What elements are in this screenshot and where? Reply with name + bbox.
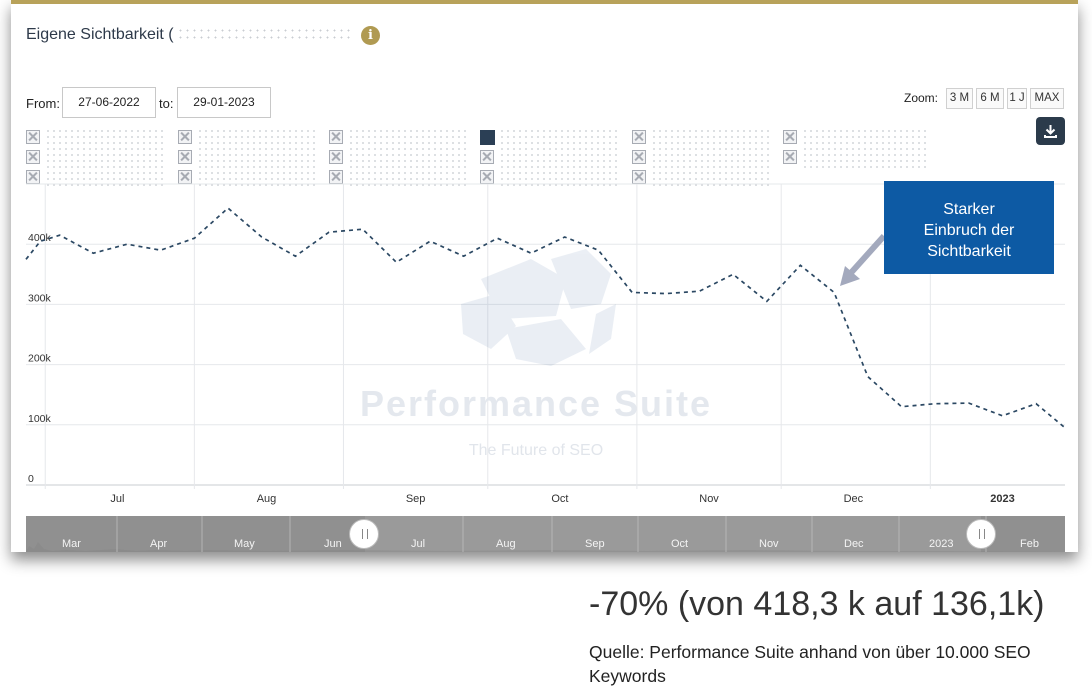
download-icon [1044, 125, 1057, 138]
callout-line-2: Einbruch der [923, 222, 1015, 239]
zoom-1j-button[interactable]: 1 J [1007, 88, 1027, 109]
callout-line-3: Sichtbarkeit [927, 243, 1011, 260]
redacted-legend-text [802, 128, 926, 168]
legend-toggle-icon[interactable] [178, 150, 192, 164]
legend-toggle-icon[interactable] [26, 130, 40, 144]
y-tick-label: 300k [28, 292, 52, 304]
navigator-label: Oct [671, 538, 689, 550]
watermark-title: Performance Suite [360, 383, 712, 424]
redacted-legend-text [651, 128, 771, 186]
x-tick-label: Nov [699, 493, 719, 505]
redacted-legend-text [499, 128, 619, 186]
annotation-callout: Starker Einbruch der Sichtbarkeit [884, 181, 1054, 274]
watermark-subtitle: The Future of SEO [469, 442, 603, 459]
navigator-label: Aug [496, 538, 516, 550]
source-note: Quelle: Performance Suite anhand von übe… [589, 642, 1031, 686]
range-navigator[interactable]: Mar Apr May Jun Jul Aug Sep Oct Nov Dec … [26, 516, 1065, 552]
legend-toggle-icon[interactable] [329, 130, 343, 144]
from-date-input[interactable]: 27-06-2022 [62, 87, 156, 118]
x-tick-label: Aug [257, 493, 277, 505]
callout-line-1: Starker [943, 201, 995, 218]
y-tick-label: 200k [28, 353, 52, 365]
x-tick-label: 2023 [990, 493, 1014, 505]
card-title: Eigene Sichtbarkeit ( [26, 26, 353, 44]
redacted-legend-text [197, 128, 317, 186]
legend-toggle-icon[interactable] [26, 150, 40, 164]
navigator-label: Feb [1020, 538, 1039, 550]
navigator-right-handle[interactable] [966, 519, 996, 549]
y-tick-label: 0 [28, 473, 34, 485]
navigator-sparkline [26, 516, 1065, 552]
to-label: to: [159, 96, 174, 111]
legend-toggle-icon[interactable] [783, 130, 797, 144]
zoom-6m-button[interactable]: 6 M [976, 88, 1004, 109]
x-tick-label: Sep [406, 493, 426, 505]
y-tick-label: 100k [28, 413, 52, 425]
x-tick-label: Oct [551, 493, 568, 505]
navigator-label: Mar [62, 538, 81, 550]
zoom-3m-button[interactable]: 3 M [946, 88, 973, 109]
legend-active-swatch[interactable] [480, 130, 495, 145]
navigator-label: Jul [411, 538, 426, 550]
navigator-label: Sep [585, 538, 605, 550]
navigator-label: May [234, 538, 255, 550]
y-tick-label: 400k [28, 232, 52, 244]
navigator-label: 2023 [929, 538, 954, 550]
navigator-label: Dec [844, 538, 864, 550]
callout-arrow [840, 233, 887, 286]
redacted-legend-text [45, 128, 165, 186]
redacted-domain [176, 27, 353, 41]
legend-toggle-icon[interactable] [632, 150, 646, 164]
legend-toggle-icon[interactable] [480, 150, 494, 164]
legend-toggle-icon[interactable] [632, 130, 646, 144]
legend-toggle-icon[interactable] [329, 150, 343, 164]
redacted-legend-text [348, 128, 468, 186]
to-date-input[interactable]: 29-01-2023 [177, 87, 271, 118]
legend-toggle-icon[interactable] [783, 150, 797, 164]
x-tick-label: Dec [844, 493, 864, 505]
zoom-label: Zoom: [904, 91, 939, 105]
navigator-label: Apr [150, 538, 168, 550]
watermark: Performance Suite The Future of SEO [360, 249, 712, 459]
x-tick-label: Jul [110, 493, 124, 505]
download-button[interactable] [1036, 117, 1065, 145]
from-label: From: [26, 96, 60, 111]
series-line [25, 206, 1066, 429]
visibility-chart-card: Eigene Sichtbarkeit ( i From: 27-06-2022… [11, 0, 1078, 552]
info-icon[interactable]: i [361, 26, 380, 45]
navigator-left-handle[interactable] [349, 519, 379, 549]
decline-stat: -70% (von 418,3 k auf 136,1k) [589, 585, 1045, 623]
zoom-max-button[interactable]: MAX [1030, 88, 1064, 109]
navigator-label: Jun [324, 538, 342, 550]
legend-toggle-icon[interactable] [178, 130, 192, 144]
navigator-label: Nov [759, 538, 779, 550]
